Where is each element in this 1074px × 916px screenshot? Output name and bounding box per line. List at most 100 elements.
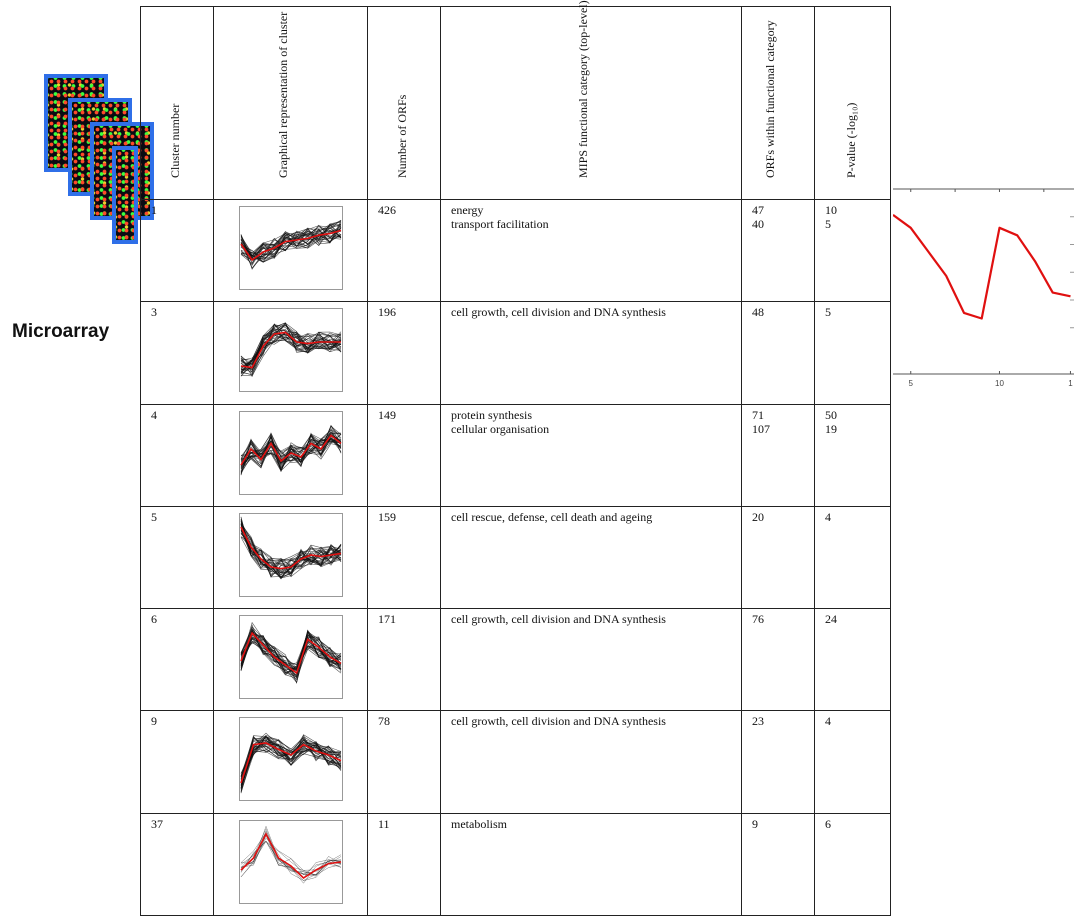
cluster-trace [240, 427, 341, 470]
p-value-cell: 10 5 [814, 198, 891, 303]
cluster-trace [240, 633, 341, 675]
table-row: 6 171 cell growth, cell division and DNA s… [140, 608, 891, 712]
p-value-cell: 4 [814, 710, 891, 814]
cluster-number-cell: 1 [140, 198, 214, 303]
orfs-within-cell: 9 [741, 812, 815, 916]
cluster-profile-plot [238, 615, 343, 700]
cluster-trace [240, 227, 341, 263]
cluster-trace [240, 235, 341, 261]
cluster-trace [240, 831, 341, 881]
category-cell: protein synthesis cellular organisation [440, 403, 742, 507]
orf-count-cell: 149 [367, 403, 441, 507]
header-orfs-within: ORFs within functional category [741, 6, 815, 200]
cluster-number-cell: 6 [140, 608, 214, 712]
category-cell: energy transport facilitation [440, 198, 742, 303]
orfs-within-cell: 76 [741, 608, 815, 712]
cluster-trace [240, 223, 341, 259]
p-value-cell: 6 [814, 812, 891, 916]
microarray-image [44, 74, 154, 254]
orfs-within-cell: 20 [741, 505, 815, 610]
cluster-trace [240, 736, 341, 785]
chart-x-tick-label: 10 [995, 379, 1004, 388]
cluster-trace [240, 525, 341, 565]
orf-count-cell: 426 [367, 198, 441, 303]
cluster-trace [240, 636, 341, 684]
header-graphical-representation: Graphical representation of cluster [213, 6, 368, 200]
cluster-graph-cell [213, 198, 368, 303]
expression-line-chart: 5 10 1 [893, 188, 1074, 388]
cluster-mean-line [239, 742, 341, 784]
cluster-trace [240, 636, 341, 684]
cluster-trace [240, 529, 341, 578]
category-cell: cell growth, cell division and DNA synth… [440, 608, 742, 712]
chart-x-tick-label: 1 [1068, 379, 1073, 388]
cluster-graph-cell [213, 812, 368, 916]
cluster-number-cell: 9 [140, 710, 214, 814]
orf-count-cell: 11 [367, 812, 441, 916]
cluster-trace [240, 322, 341, 366]
microarray-label: Microarray [12, 321, 110, 342]
chart-x-tick-label: 5 [909, 379, 914, 388]
cluster-mean-line [239, 229, 341, 262]
cluster-trace [240, 228, 341, 258]
cluster-profile-plot [238, 512, 343, 597]
cluster-mean-line [240, 331, 341, 369]
table-row: 3 196 cell growth, cell division and DNA s… [140, 301, 891, 405]
table-row: 37 11 metabolism 9 6 [140, 812, 891, 916]
cluster-profile-plot [238, 717, 343, 802]
cluster-trace [240, 336, 341, 366]
cluster-trace [240, 837, 341, 876]
p-value-cell: 4 [814, 505, 891, 610]
orf-count-cell: 78 [367, 710, 441, 814]
orfs-within-cell: 47 40 [741, 198, 815, 303]
cluster-trace [240, 323, 341, 378]
category-cell: metabolism [440, 812, 742, 916]
cluster-mean-line [239, 433, 341, 465]
cluster-number-cell: 5 [140, 505, 214, 610]
cluster-graph-cell [213, 710, 368, 814]
orfs-within-cell: 23 [741, 710, 815, 814]
microarray-chip [112, 146, 138, 244]
orfs-within-cell: 71 107 [741, 403, 815, 507]
cluster-number-cell: 3 [140, 301, 214, 405]
header-number-of-orfs: Number of ORFs [367, 6, 441, 200]
cluster-graph-cell [213, 608, 368, 712]
table-header-row: Cluster number Graphical representation … [140, 0, 891, 200]
table-row: 4 149 protein synthesis cellular organisat… [140, 403, 891, 507]
cluster-graph-cell [213, 403, 368, 507]
cluster-trace [240, 532, 341, 571]
cluster-trace [240, 436, 341, 472]
cluster-mean-line [239, 631, 341, 675]
cluster-trace [240, 626, 341, 666]
table-row: 1 426 energy transport facilitation 47 40 10… [140, 198, 891, 303]
cluster-table: Cluster number Graphical representation … [140, 0, 891, 916]
cluster-profile-plot [238, 410, 343, 495]
p-value-cell: 5 [814, 301, 891, 405]
cluster-profile-plot [238, 819, 343, 904]
cluster-number-cell: 4 [140, 403, 214, 507]
cluster-trace [240, 522, 341, 573]
cluster-trace [240, 322, 341, 376]
category-cell: cell growth, cell division and DNA synth… [440, 710, 742, 814]
plot-frame [238, 206, 343, 290]
table-body: 1 426 energy transport facilitation 47 40 10… [140, 198, 891, 916]
cluster-trace [240, 523, 341, 573]
cluster-trace [240, 222, 341, 269]
table-row: 5 159 cell rescue, defense, cell death and… [140, 505, 891, 610]
p-value-cell: 24 [814, 608, 891, 712]
category-cell: cell rescue, defense, cell death and age… [440, 505, 742, 610]
chart-series-line [893, 214, 1071, 320]
cluster-trace [240, 224, 341, 254]
category-cell: cell growth, cell division and DNA synth… [440, 301, 742, 405]
header-cluster-number: Cluster number [140, 6, 214, 200]
header-mips-category: MIPS functional category (top-level) [440, 0, 742, 200]
cluster-trace [240, 737, 341, 793]
p-value-cell: 50 19 [814, 403, 891, 507]
orf-count-cell: 171 [367, 608, 441, 712]
cluster-trace [240, 526, 341, 575]
cluster-trace [240, 437, 341, 463]
cluster-mean-line [239, 831, 341, 879]
cluster-profile-plot [238, 206, 343, 290]
header-p-value: P-value (-log₁₀) [814, 6, 891, 200]
cluster-number-cell: 37 [140, 812, 214, 916]
